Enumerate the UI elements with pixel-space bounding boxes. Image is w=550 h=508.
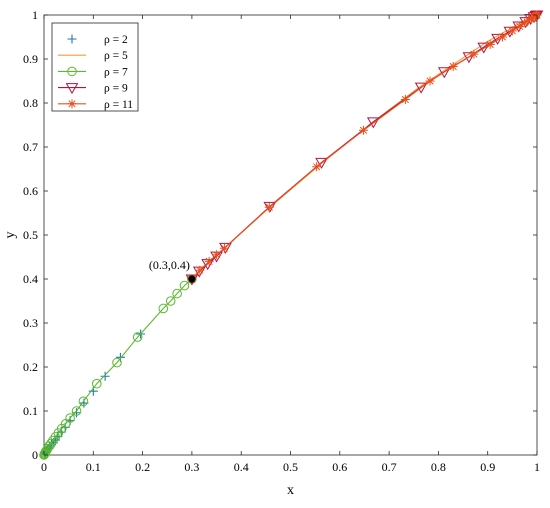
y-tick-label: 0.7 bbox=[23, 140, 38, 154]
x-tick-label: 1 bbox=[534, 460, 540, 474]
y-tick-label: 0.4 bbox=[23, 272, 38, 286]
legend-label: ρ = 11 bbox=[104, 99, 133, 111]
legend-swatch-marker bbox=[67, 99, 77, 109]
annotation-point bbox=[188, 275, 196, 283]
legend-item-2: ρ = 5 bbox=[58, 50, 128, 62]
series-layer bbox=[39, 10, 544, 460]
x-axis-label: x bbox=[287, 483, 294, 498]
legend-items: ρ = 2 ρ = 5 ρ = 7 ρ = 9 ρ = 11 bbox=[58, 34, 133, 111]
x-tick-label: 0.5 bbox=[283, 460, 298, 474]
series-5-point-18 bbox=[524, 15, 534, 25]
series-5-point-12 bbox=[469, 49, 479, 59]
y-tick-label: 0.5 bbox=[23, 228, 38, 242]
series-5-point-13 bbox=[485, 39, 495, 49]
series-5-point-17 bbox=[520, 18, 530, 28]
series-5-point-16 bbox=[515, 21, 525, 31]
series-3-point-24 bbox=[39, 450, 49, 460]
legend-swatch-marker bbox=[67, 34, 77, 44]
annotation-label: (0.3,0.4) bbox=[149, 258, 190, 272]
series-5-point-5 bbox=[219, 243, 229, 253]
y-tick-label: 0.3 bbox=[23, 316, 38, 330]
x-tick-label: 0.8 bbox=[431, 460, 446, 474]
series-3-point-8 bbox=[91, 378, 102, 389]
x-tick-label: 0.1 bbox=[86, 460, 101, 474]
legend: ρ = 2 ρ = 5 ρ = 7 ρ = 9 ρ = 11 bbox=[51, 22, 139, 112]
series-5-point-10 bbox=[425, 76, 435, 86]
series-4-point-8 bbox=[366, 117, 380, 129]
series-3-point-17 bbox=[46, 438, 56, 449]
series-5-point-8 bbox=[358, 125, 368, 135]
series-5 bbox=[187, 10, 542, 284]
y-tick-label: 0.2 bbox=[23, 360, 38, 374]
y-tick-label: 0.6 bbox=[23, 184, 38, 198]
x-tick-label: 0.3 bbox=[184, 460, 199, 474]
legend-swatch-marker bbox=[65, 83, 79, 95]
legend-label: ρ = 9 bbox=[104, 83, 128, 95]
x-tick-label: 0.9 bbox=[480, 460, 495, 474]
series-5-point-3 bbox=[204, 256, 214, 266]
series-3-point-10 bbox=[71, 406, 82, 416]
series-3-point-4 bbox=[165, 296, 176, 306]
legend-label: ρ = 2 bbox=[104, 34, 128, 46]
legend-item-3: ρ = 7 bbox=[58, 66, 128, 78]
series-5-point-7 bbox=[312, 162, 322, 172]
series-5-point-6 bbox=[264, 202, 274, 212]
series-3-point-5 bbox=[158, 303, 169, 314]
series-3-point-7 bbox=[112, 357, 122, 368]
series-3-point-9 bbox=[78, 396, 89, 407]
y-tick-label: 1 bbox=[32, 8, 38, 22]
series-1-point-4 bbox=[100, 371, 110, 381]
series-5-point-9 bbox=[400, 94, 410, 104]
legend-item-5: ρ = 11 bbox=[58, 99, 133, 111]
series-3-point-6 bbox=[132, 332, 143, 342]
legend-item-4: ρ = 9 bbox=[58, 83, 128, 95]
x-tick-label: 0.6 bbox=[332, 460, 347, 474]
series-5-point-15 bbox=[507, 26, 517, 36]
series-5-point-4 bbox=[212, 250, 222, 260]
series-4-point-9 bbox=[414, 82, 428, 94]
ticks-layer: 0 0.1 0.2 0.3 0.4 0.5 0.6 0.7 0.8 0.9 1 0 0.1 0.2 0.3 0… bbox=[23, 8, 540, 474]
x-tick-label: 0 bbox=[41, 460, 47, 474]
series-4-point-7 bbox=[315, 157, 328, 169]
series-5-point-14 bbox=[497, 32, 507, 42]
y-tick-label: 0 bbox=[32, 448, 38, 462]
y-tick-label: 0.1 bbox=[23, 404, 38, 418]
y-axis-label: y bbox=[3, 232, 18, 239]
legend-item-1: ρ = 2 bbox=[67, 34, 128, 46]
x-tick-label: 0.7 bbox=[382, 460, 397, 474]
series-3-point-3 bbox=[172, 288, 182, 299]
series-5-point-2 bbox=[195, 265, 205, 275]
series-5-point-11 bbox=[448, 61, 458, 71]
series-4-point-11 bbox=[462, 52, 476, 64]
series-4-point-12 bbox=[477, 42, 491, 54]
y-tick-label: 0.9 bbox=[23, 52, 38, 66]
x-tick-label: 0.2 bbox=[135, 460, 150, 474]
y-tick-label: 0.8 bbox=[23, 96, 38, 110]
legend-label: ρ = 7 bbox=[104, 66, 128, 78]
legend-swatch-marker bbox=[67, 66, 77, 77]
annotation-layer: (0.3,0.4) bbox=[149, 258, 196, 283]
series-3-point-2 bbox=[179, 280, 190, 291]
legend-box bbox=[51, 22, 139, 112]
series-4-point-10 bbox=[437, 67, 451, 79]
x-tick-label: 0.4 bbox=[234, 460, 249, 474]
legend-label: ρ = 5 bbox=[104, 50, 128, 62]
